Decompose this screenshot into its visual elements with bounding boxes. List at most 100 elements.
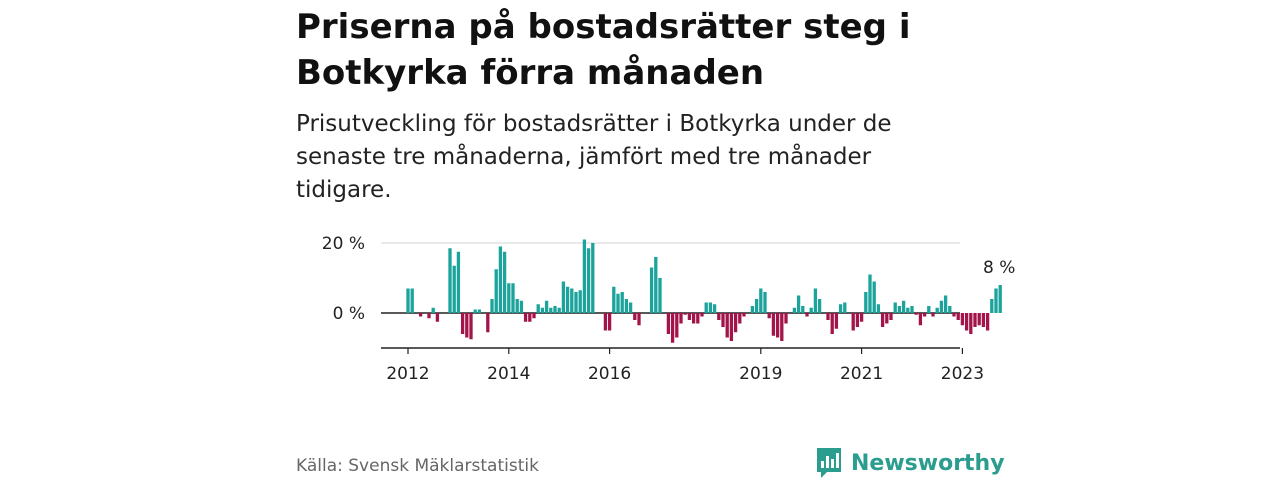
bar bbox=[536, 304, 540, 313]
bar bbox=[897, 306, 902, 313]
bar bbox=[838, 304, 843, 313]
bar bbox=[637, 313, 641, 326]
bar bbox=[813, 288, 818, 313]
bar bbox=[901, 300, 906, 313]
bar bbox=[700, 313, 704, 317]
bar bbox=[557, 307, 561, 313]
bar bbox=[750, 306, 755, 313]
bar bbox=[834, 313, 839, 329]
x-tick-label: 2016 bbox=[588, 364, 631, 384]
bar bbox=[754, 299, 759, 313]
bar bbox=[859, 313, 864, 322]
bar bbox=[670, 313, 675, 343]
bar-chart: 0 % 20 % 2012 2014 2016 2019 2021 2023 8 % bbox=[322, 234, 1016, 384]
bar bbox=[977, 313, 981, 326]
bar bbox=[532, 313, 536, 319]
bar bbox=[435, 313, 440, 322]
bar bbox=[775, 313, 780, 338]
bar bbox=[553, 306, 557, 313]
bar bbox=[969, 313, 973, 334]
bar bbox=[784, 313, 788, 324]
brand-name: Newsworthy bbox=[851, 450, 1005, 476]
bar bbox=[410, 288, 414, 313]
bar bbox=[452, 265, 456, 313]
x-tick-label: 2019 bbox=[739, 364, 782, 384]
bar bbox=[654, 257, 658, 313]
bar bbox=[801, 306, 805, 313]
bar bbox=[864, 292, 868, 313]
bar bbox=[511, 283, 515, 313]
x-tick-label: 2012 bbox=[386, 364, 429, 384]
bar bbox=[624, 299, 629, 313]
x-tick-label: 2014 bbox=[487, 364, 530, 384]
chart-title: Priserna på bostadsrätter steg i Botkyrk… bbox=[296, 7, 911, 93]
bar bbox=[502, 251, 507, 313]
bar bbox=[418, 313, 423, 317]
chart-subtitle: Prisutveckling för bostadsrätter i Botky… bbox=[296, 111, 892, 203]
y-tick-label: 0 % bbox=[333, 304, 365, 324]
bar bbox=[431, 307, 435, 313]
bar bbox=[956, 313, 960, 320]
bar bbox=[494, 269, 498, 313]
bar bbox=[885, 313, 889, 324]
bar bbox=[456, 251, 461, 313]
bar bbox=[519, 300, 524, 313]
bar bbox=[687, 313, 692, 320]
bar bbox=[876, 304, 881, 313]
bar bbox=[528, 313, 532, 322]
bar bbox=[725, 313, 729, 338]
bar bbox=[578, 290, 582, 313]
bar bbox=[918, 313, 923, 326]
bar bbox=[889, 313, 893, 320]
bar bbox=[675, 313, 679, 338]
x-tick-label: 2023 bbox=[941, 364, 984, 384]
bar bbox=[633, 313, 637, 320]
bar bbox=[830, 313, 834, 334]
bar bbox=[721, 313, 725, 327]
bar bbox=[473, 309, 477, 313]
last-value-label: 8 % bbox=[983, 258, 1015, 278]
bar bbox=[649, 267, 654, 313]
bar bbox=[998, 285, 1002, 313]
bar bbox=[427, 313, 431, 319]
bar bbox=[935, 307, 939, 313]
bar bbox=[683, 313, 687, 315]
bar bbox=[981, 313, 986, 327]
bar bbox=[910, 306, 914, 313]
bar bbox=[515, 299, 519, 313]
bar bbox=[679, 313, 683, 324]
bar bbox=[666, 313, 671, 334]
bar bbox=[570, 288, 574, 313]
bar bbox=[809, 307, 813, 313]
bar bbox=[406, 288, 410, 313]
bar bbox=[712, 304, 717, 313]
bar bbox=[717, 313, 721, 320]
bar bbox=[729, 313, 734, 341]
bar bbox=[486, 313, 490, 333]
bar bbox=[868, 274, 872, 313]
bar bbox=[964, 313, 969, 331]
bar bbox=[826, 313, 830, 320]
bar bbox=[948, 306, 952, 313]
bar bbox=[767, 313, 771, 319]
bar bbox=[742, 313, 746, 317]
bar bbox=[691, 313, 696, 324]
bar bbox=[490, 299, 494, 313]
bar bbox=[994, 288, 998, 313]
newsworthy-logo-icon bbox=[817, 448, 841, 478]
bar bbox=[591, 243, 595, 313]
bar bbox=[612, 286, 616, 313]
bar bbox=[574, 292, 578, 313]
bar bbox=[939, 300, 944, 313]
bar bbox=[465, 313, 469, 338]
bar bbox=[696, 313, 700, 324]
bar bbox=[805, 313, 809, 317]
bar bbox=[927, 306, 931, 313]
bar bbox=[796, 295, 801, 313]
y-tick-label: 20 % bbox=[322, 234, 365, 254]
bar bbox=[477, 309, 482, 313]
bar bbox=[990, 299, 994, 313]
bar bbox=[738, 313, 742, 324]
source-note: Källa: Svensk Mäklarstatistik bbox=[296, 456, 539, 476]
bar bbox=[893, 302, 897, 313]
